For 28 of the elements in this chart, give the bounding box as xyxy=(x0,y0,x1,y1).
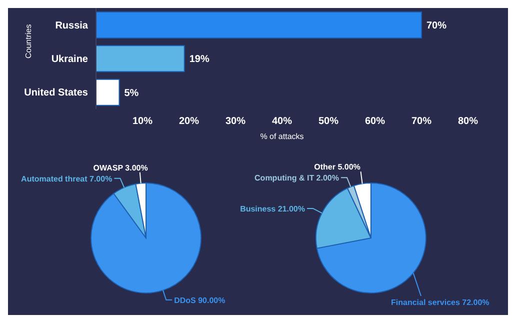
slice-label: Automated threat 7.00% xyxy=(21,174,112,184)
pie-slice xyxy=(316,182,426,294)
x-tick-label: 70% xyxy=(411,116,432,128)
x-tick-label: 30% xyxy=(225,116,246,128)
bar xyxy=(96,45,185,72)
bar xyxy=(96,12,422,38)
slice-label: Financial services 72.00% xyxy=(391,298,490,307)
data-label: 5% xyxy=(124,88,139,99)
bar xyxy=(96,78,120,106)
y-tick-label: Ukraine xyxy=(51,54,88,66)
data-label: 70% xyxy=(426,20,447,32)
data-label: 19% xyxy=(189,54,210,66)
x-tick-label: 50% xyxy=(318,116,339,128)
slice-label: OWASP 3.00% xyxy=(93,163,148,172)
slice-label: Other 5.00% xyxy=(314,162,360,172)
y-tick-label: United States xyxy=(24,88,88,99)
slice-label: Business 21.00% xyxy=(240,204,305,214)
pie-slice xyxy=(90,182,202,294)
x-axis-title: % of attacks xyxy=(260,132,304,141)
x-tick-label: 10% xyxy=(132,116,153,128)
y-axis-title: Countries xyxy=(24,24,33,58)
x-tick-label: 40% xyxy=(272,116,292,128)
x-tick-label: 60% xyxy=(364,116,386,128)
slice-label: Computing & IT 2.00% xyxy=(254,174,339,183)
x-tick-label: 20% xyxy=(178,116,200,128)
y-tick-label: Russia xyxy=(55,20,88,32)
slice-label: DDoS 90.00% xyxy=(174,296,226,305)
x-tick-label: 80% xyxy=(458,116,478,128)
